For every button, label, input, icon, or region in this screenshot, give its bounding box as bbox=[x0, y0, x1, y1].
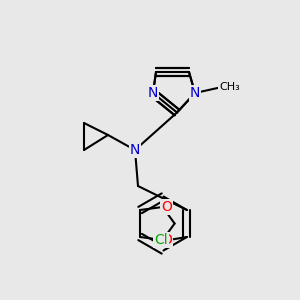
Text: Cl: Cl bbox=[154, 233, 168, 247]
Text: N: N bbox=[190, 86, 200, 100]
Text: N: N bbox=[148, 86, 158, 100]
Text: O: O bbox=[161, 233, 172, 247]
Text: CH₃: CH₃ bbox=[219, 82, 240, 92]
Text: O: O bbox=[161, 200, 172, 214]
Text: N: N bbox=[130, 143, 140, 157]
